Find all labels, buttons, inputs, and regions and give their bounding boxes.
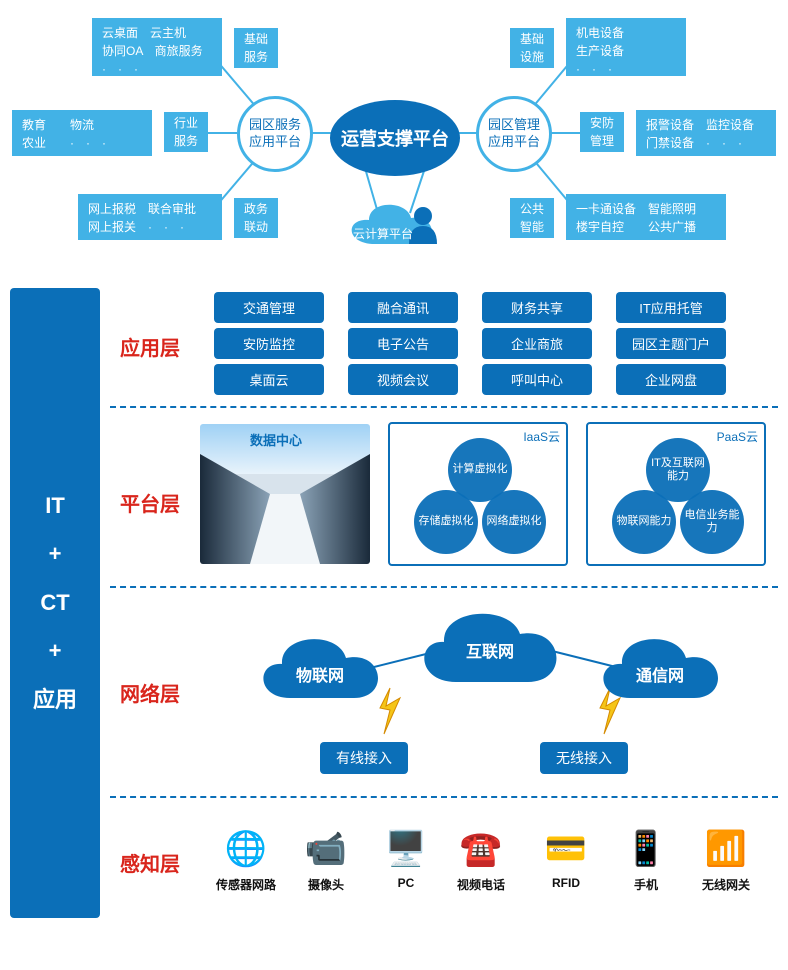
label-sense-layer: 感知层 [120, 848, 180, 877]
app-row-3: 桌面云 视频会议 呼叫中心 企业网盘 [214, 364, 726, 395]
label-net-layer: 网络层 [120, 678, 180, 707]
access-wired: 有线接入 [320, 742, 408, 774]
device-无线网关: 📶 无线网关 [690, 826, 762, 893]
label-app-layer: 应用层 [120, 332, 180, 361]
app-pill: 企业网盘 [616, 364, 726, 395]
paas-box: PaaS云 IT及互联网能力 物联网能力 电信业务能力 [586, 422, 766, 566]
device-icon: ☎️ [445, 826, 517, 872]
device-label: 无线网关 [690, 876, 762, 893]
box-industry-list: 教育 物流 农业 · · · [12, 110, 152, 156]
app-pill: 电子公告 [348, 328, 458, 359]
app-pill: 园区主题门户 [616, 328, 726, 359]
iaas-corner: IaaS云 [523, 428, 560, 445]
app-pill: 桌面云 [214, 364, 324, 395]
cloud-comm: 通信网 [590, 628, 730, 712]
device-label: RFID [530, 876, 602, 890]
app-pill: 安防监控 [214, 328, 324, 359]
bottom-layer-diagram: IT + CT + 应用 应用层 平台层 网络层 感知层 交通管理 融合通讯 财… [10, 288, 778, 948]
device-传感器网路: 🌐 传感器网路 [210, 826, 282, 893]
venn-tel: 电信业务能力 [680, 490, 744, 554]
box-security: 安防 管理 [580, 112, 624, 152]
app-pill: 企业商旅 [482, 328, 592, 359]
device-手机: 📱 手机 [610, 826, 682, 893]
box-industry-service: 行业 服务 [164, 112, 208, 152]
app-pill: 呼叫中心 [482, 364, 592, 395]
device-RFID: 💳 RFID [530, 826, 602, 890]
device-label: 视频电话 [445, 876, 517, 893]
paas-corner: PaaS云 [717, 428, 758, 445]
device-icon: 💳 [530, 826, 602, 872]
left-circle-platform: 园区服务 应用平台 [237, 96, 313, 172]
vertical-pillar: IT + CT + 应用 [10, 288, 100, 918]
box-infra-list: 机电设备 生产设备 · · · [566, 18, 686, 76]
venn-storage: 存储虚拟化 [414, 490, 478, 554]
box-public-smart: 公共 智能 [510, 198, 554, 238]
device-icon: 🖥️ [370, 826, 442, 872]
box-cloud-services: 云桌面 云主机 协同OA 商旅服务 · · · [92, 18, 222, 76]
center-platform-ellipse: 运营支撑平台 [330, 100, 460, 176]
datacenter-title: 数据中心 [250, 430, 302, 449]
iaas-box: IaaS云 计算虚拟化 存储虚拟化 网络虚拟化 [388, 422, 568, 566]
venn-iot: 物联网能力 [612, 490, 676, 554]
device-icon: 🌐 [210, 826, 282, 872]
box-gov-linkage: 政务 联动 [234, 198, 278, 238]
device-label: 摄像头 [290, 876, 362, 893]
box-infra: 基础 设施 [510, 28, 554, 68]
box-basic-service: 基础 服务 [234, 28, 278, 68]
box-public-list: 一卡通设备 智能照明 楼宇自控 公共广播 [566, 194, 726, 240]
right-circle-platform: 园区管理 应用平台 [476, 96, 552, 172]
app-row-1: 交通管理 融合通讯 财务共享 IT应用托管 [214, 292, 726, 323]
device-label: 传感器网路 [210, 876, 282, 893]
cloud-internet: 互联网 [410, 602, 570, 696]
dash-1 [110, 406, 778, 408]
device-摄像头: 📹 摄像头 [290, 826, 362, 893]
app-pill: 交通管理 [214, 292, 324, 323]
box-security-list: 报警设备 监控设备 门禁设备 · · · [636, 110, 776, 156]
dash-2 [110, 586, 778, 588]
device-icon: 📹 [290, 826, 362, 872]
device-视频电话: ☎️ 视频电话 [445, 826, 517, 893]
app-row-2: 安防监控 电子公告 企业商旅 园区主题门户 [214, 328, 726, 359]
app-pill: IT应用托管 [616, 292, 726, 323]
cloud-iot: 物联网 [250, 628, 390, 712]
app-pill: 财务共享 [482, 292, 592, 323]
device-label: 手机 [610, 876, 682, 893]
label-plat-layer: 平台层 [120, 488, 180, 517]
app-pill: 融合通讯 [348, 292, 458, 323]
device-PC: 🖥️ PC [370, 826, 442, 890]
venn-network: 网络虚拟化 [482, 490, 546, 554]
app-pill: 视频会议 [348, 364, 458, 395]
device-icon: 📶 [690, 826, 762, 872]
device-icon: 📱 [610, 826, 682, 872]
top-architecture-diagram: 运营支撑平台 云计算平台 园区服务 应用平台 园区管理 应用平台 云桌面 云主机… [10, 8, 778, 258]
box-gov-list: 网上报税 联合审批 网上报关 · · · [78, 194, 222, 240]
device-label: PC [370, 876, 442, 890]
access-wireless: 无线接入 [540, 742, 628, 774]
cloud-label: 云计算平台 [348, 225, 418, 242]
